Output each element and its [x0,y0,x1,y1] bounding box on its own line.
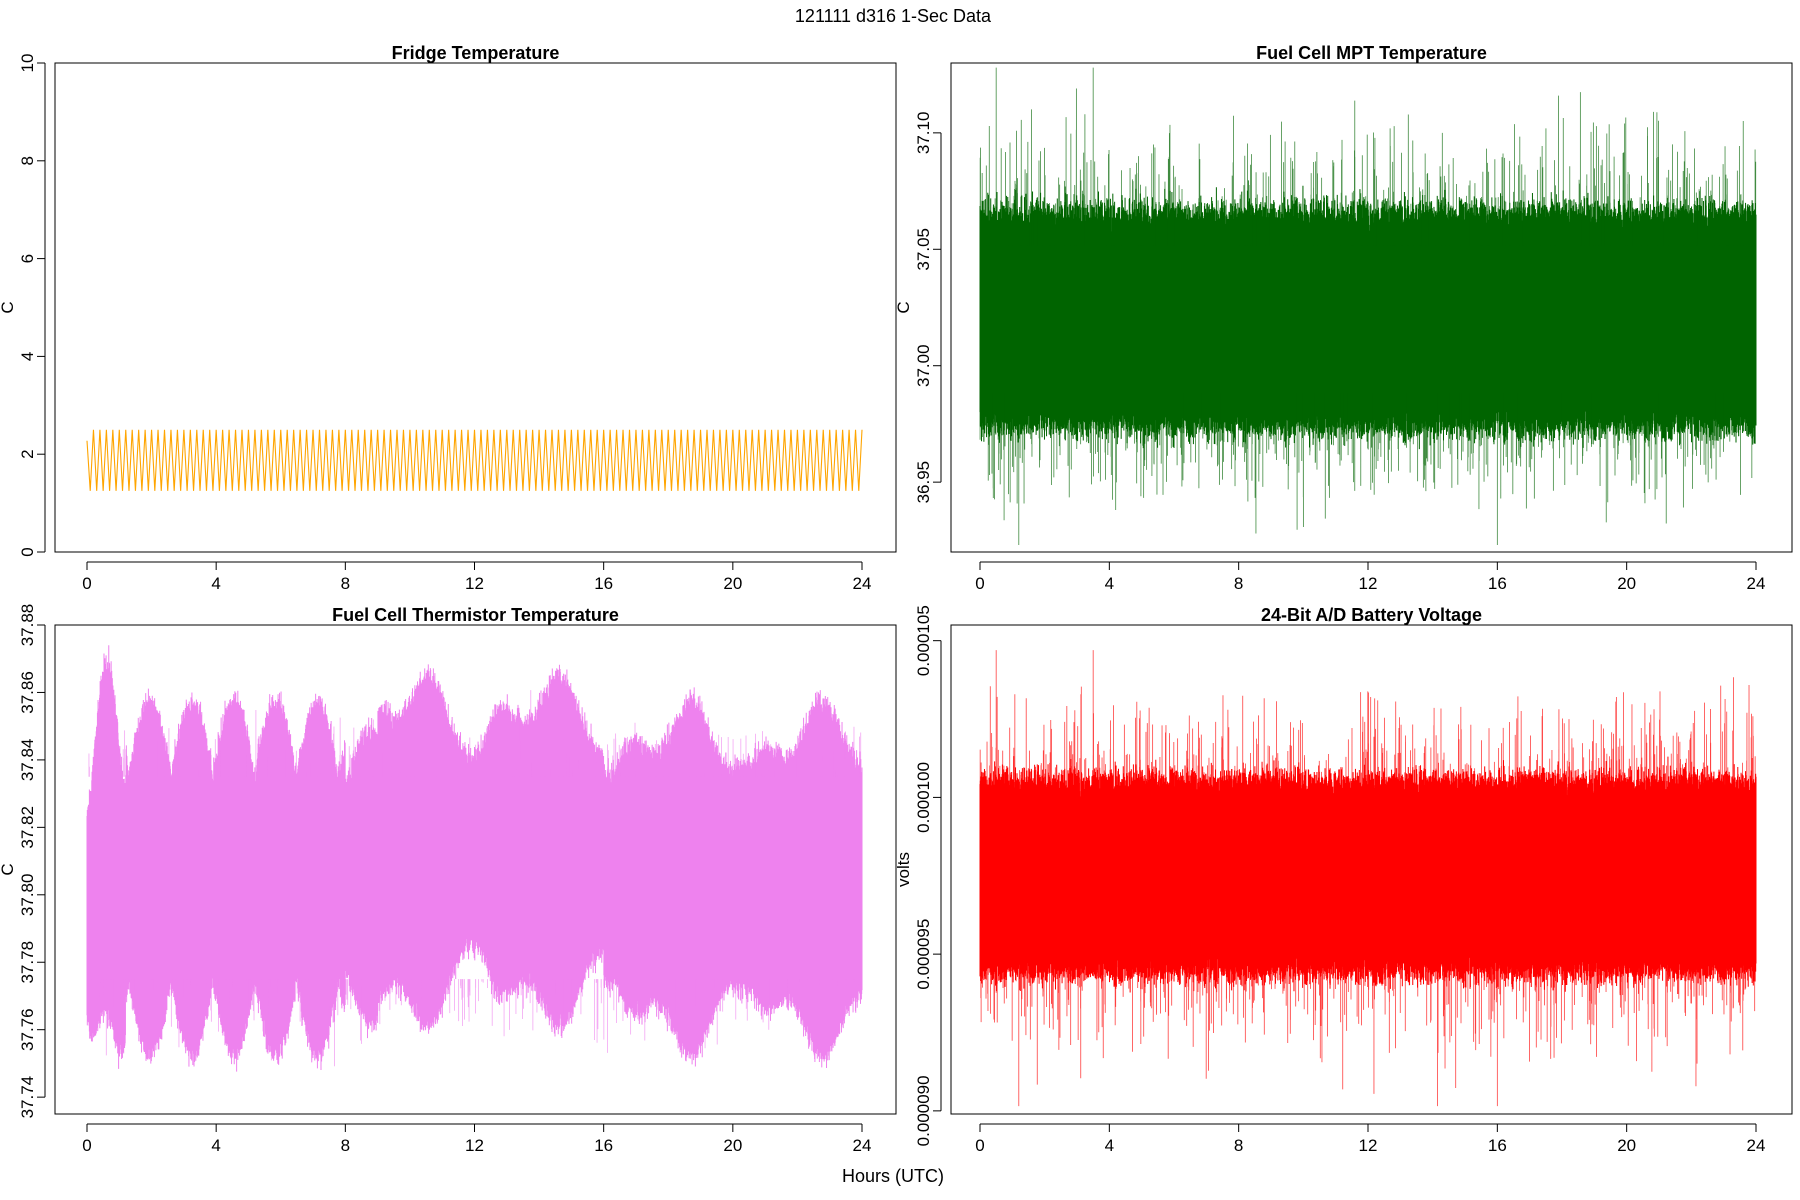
x-tick-label: 12 [1359,574,1378,593]
x-tick-label: 20 [1617,574,1636,593]
panel-title: Fuel Cell MPT Temperature [1256,43,1487,63]
y-tick-label: 2 [18,449,37,458]
y-tick-label: 6 [18,254,37,263]
y-tick-label: 37.78 [18,941,37,984]
data-spikes [87,690,862,1067]
x-tick-label: 12 [465,1136,484,1155]
x-tick-label: 4 [1105,1136,1114,1155]
y-tick-label: 37.76 [18,1008,37,1051]
y-tick-label: 37.88 [18,604,37,647]
y-tick-label: 37.10 [914,112,933,155]
panel-title: Fuel Cell Thermistor Temperature [332,605,619,625]
x-tick-label: 8 [341,574,350,593]
data-spikes [979,650,1756,1107]
panel-fuel-cell-thermistor-temperature: Fuel Cell Thermistor Temperature C 0 4 8 12… [0,604,897,1155]
plot-frame [950,624,1793,1115]
figure-title: 121111 d316 1-Sec Data [795,6,992,26]
x-tick-label: 4 [211,574,220,593]
panel-ylabel: C [894,301,913,313]
y-tick-label: 0.000090 [914,1075,933,1146]
y-tick-label: 37.00 [914,344,933,387]
x-tick-label: 16 [594,574,613,593]
x-tick-label: 24 [853,1136,872,1155]
y-tick-label: 37.74 [18,1076,37,1119]
x-tick-label: 0 [975,1136,984,1155]
panel-fuel-cell-mpt-temperature: Fuel Cell MPT Temperature C 0 4 8 12 16 20 24 3… [894,43,1793,593]
y-tick-label: 37.86 [18,671,37,714]
x-tick-label: 4 [211,1136,220,1155]
plot-frame [54,62,897,553]
x-tick-label: 24 [1747,1136,1766,1155]
panel-battery-voltage: 24-Bit A/D Battery Voltage volts 0 4 8 12 16… [894,605,1793,1155]
y-tick-label: 37.82 [18,806,37,849]
y-tick-label: 37.84 [18,739,37,782]
x-tick-label: 24 [853,574,872,593]
y-tick-label: 4 [18,352,37,361]
panel-ylabel: volts [894,852,913,887]
y-tick-label: 0.000105 [914,605,933,676]
x-tick-label: 16 [1488,1136,1507,1155]
panel-title: Fridge Temperature [392,43,560,63]
y-tick-label: 0.000095 [914,919,933,990]
y-tick-label: 8 [18,156,37,165]
data-spikes [979,67,1757,546]
data-band [979,185,1757,450]
data-band [86,645,863,1072]
x-tick-label: 8 [341,1136,350,1155]
x-tick-label: 8 [1234,1136,1243,1155]
y-tick-label: 10 [18,54,37,73]
y-tick-label: 0.000100 [914,762,933,833]
x-tick-label: 12 [465,574,484,593]
y-tick-label: 37.05 [914,228,933,271]
panel-ylabel: C [0,863,17,875]
y-tick-label: 37.80 [18,874,37,917]
plot-frame [950,62,1793,553]
x-tick-label: 0 [82,1136,91,1155]
plot-frame [54,624,897,1115]
x-tick-label: 20 [723,574,742,593]
x-tick-label: 16 [1488,574,1507,593]
data-line [86,429,863,491]
x-tick-label: 12 [1359,1136,1378,1155]
x-tick-label: 4 [1105,574,1114,593]
x-tick-label: 20 [723,1136,742,1155]
x-tick-label: 8 [1234,574,1243,593]
figure-xlabel: Hours (UTC) [842,1166,944,1186]
x-tick-label: 16 [594,1136,613,1155]
x-tick-label: 24 [1747,574,1766,593]
panel-ylabel: C [0,301,17,313]
x-tick-label: 0 [975,574,984,593]
y-tick-label: 0 [18,547,37,556]
x-tick-label: 20 [1617,1136,1636,1155]
panel-title: 24-Bit A/D Battery Voltage [1261,605,1482,625]
x-tick-label: 0 [82,574,91,593]
y-tick-label: 36.95 [914,461,933,504]
